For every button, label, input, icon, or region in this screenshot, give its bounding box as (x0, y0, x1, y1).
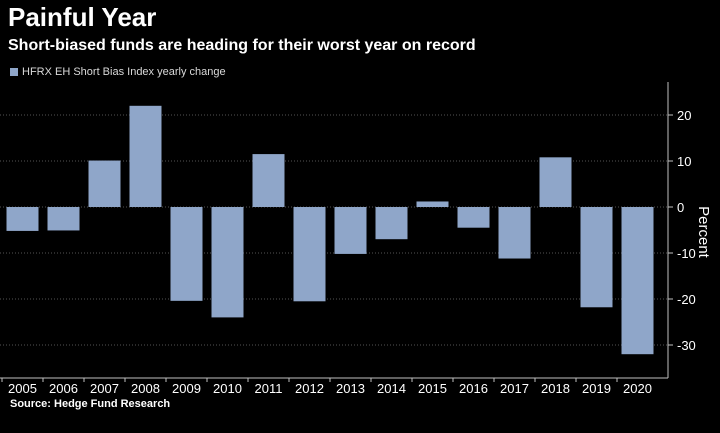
source-note: Source: Hedge Fund Research (10, 398, 171, 410)
bar (6, 207, 39, 231)
x-tick-label: 2007 (90, 381, 119, 396)
bar (416, 201, 449, 207)
x-tick-label: 2011 (255, 381, 283, 396)
bar (170, 207, 203, 301)
y-tick-label: 20 (677, 108, 691, 123)
y-tick-label: -30 (677, 338, 696, 353)
x-tick-label: 2009 (172, 381, 201, 396)
x-tick-label: 2008 (131, 381, 160, 396)
bar (88, 160, 121, 207)
x-tick-label: 2005 (8, 381, 37, 396)
chart-subtitle: Short-biased funds are heading for their… (8, 37, 476, 54)
bar (334, 207, 367, 254)
x-tick-label: 2010 (213, 381, 242, 396)
y-axis-title: Percent (695, 206, 712, 259)
x-tick-label: 2016 (459, 381, 488, 396)
bar (375, 207, 408, 240)
bar (211, 207, 244, 318)
x-tick-label: 2018 (541, 381, 570, 396)
bar (252, 154, 285, 207)
x-tick-label: 2015 (418, 381, 447, 396)
x-tick-label: 2019 (582, 381, 611, 396)
legend-swatch (10, 68, 18, 76)
y-tick-label: -20 (677, 292, 696, 307)
x-tick-label: 2017 (500, 381, 529, 396)
y-tick-label: 10 (677, 154, 691, 169)
x-tick-label: 2006 (49, 381, 78, 396)
x-tick-label: 2014 (377, 381, 406, 396)
legend-label: HFRX EH Short Bias Index yearly change (22, 66, 226, 78)
legend: HFRX EH Short Bias Index yearly change (10, 66, 226, 78)
bar (621, 207, 654, 355)
bar (580, 207, 613, 308)
chart-title: Painful Year (8, 2, 157, 32)
bar (129, 105, 162, 207)
x-tick-label: 2012 (295, 381, 324, 396)
y-tick-label: -10 (677, 246, 696, 261)
bar (457, 207, 490, 228)
x-tick-label: 2020 (623, 381, 652, 396)
bar (498, 207, 531, 259)
bar (539, 157, 572, 207)
y-tick-label: 0 (677, 200, 684, 215)
bar (293, 207, 326, 302)
bar (47, 207, 80, 231)
x-tick-label: 2013 (336, 381, 365, 396)
